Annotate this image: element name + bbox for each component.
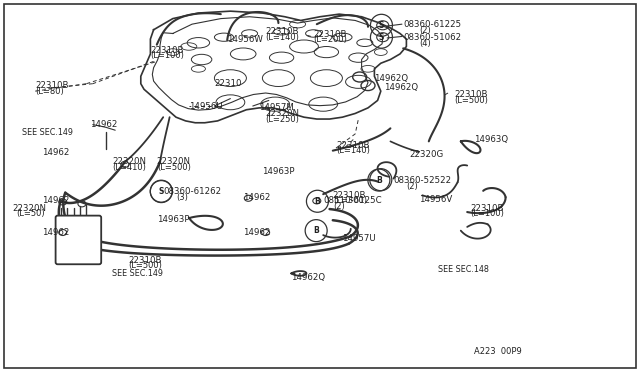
- Text: 08360-61225: 08360-61225: [403, 20, 461, 29]
- Text: 14956U: 14956U: [189, 102, 223, 110]
- Text: 22320G: 22320G: [410, 150, 444, 159]
- Text: S: S: [379, 33, 384, 42]
- Text: B: B: [315, 197, 320, 206]
- Text: (L=50): (L=50): [16, 209, 45, 218]
- Text: (3): (3): [176, 193, 188, 202]
- Text: S: S: [379, 21, 384, 30]
- Text: 08360-51062: 08360-51062: [403, 33, 461, 42]
- Text: 22310B: 22310B: [150, 46, 184, 55]
- Text: 14963Q: 14963Q: [474, 135, 508, 144]
- Text: (2): (2): [419, 26, 431, 35]
- Text: SEE SEC.149: SEE SEC.149: [22, 128, 74, 137]
- Text: 22310B: 22310B: [470, 204, 504, 213]
- Text: 14962: 14962: [243, 193, 271, 202]
- Text: 14957M: 14957M: [259, 103, 294, 112]
- Text: 14962: 14962: [42, 148, 69, 157]
- Text: (4): (4): [419, 39, 431, 48]
- Text: (L=100): (L=100): [150, 51, 184, 60]
- Text: (L=200): (L=200): [314, 35, 348, 44]
- Text: 22310B: 22310B: [454, 90, 488, 99]
- Text: 22310: 22310: [214, 79, 242, 88]
- Text: 22310B: 22310B: [128, 256, 161, 265]
- Text: (L=500): (L=500): [454, 96, 488, 105]
- Text: 08360-61262: 08360-61262: [163, 187, 221, 196]
- Text: (L=140): (L=140): [336, 146, 370, 155]
- Text: (L=140): (L=140): [266, 33, 300, 42]
- Text: 14962: 14962: [42, 228, 69, 237]
- Text: A223  00P9: A223 00P9: [474, 347, 522, 356]
- Text: SEE SEC.149: SEE SEC.149: [112, 269, 163, 278]
- Text: (L=500): (L=500): [128, 262, 162, 270]
- Text: 14962Q: 14962Q: [291, 273, 325, 282]
- Text: (L=250): (L=250): [266, 115, 300, 124]
- Text: B: B: [314, 226, 319, 235]
- Text: 08510-6125C: 08510-6125C: [323, 196, 382, 205]
- Text: 14956V: 14956V: [419, 195, 452, 203]
- Text: 14962: 14962: [90, 120, 117, 129]
- Text: 14963P: 14963P: [262, 167, 295, 176]
- Text: 08360-52522: 08360-52522: [394, 176, 452, 185]
- Text: 22310B: 22310B: [266, 27, 299, 36]
- Text: (L=300): (L=300): [333, 196, 367, 205]
- Text: (L=100): (L=100): [470, 209, 504, 218]
- Text: (L=80): (L=80): [35, 87, 64, 96]
- Text: 14962: 14962: [42, 196, 69, 205]
- Text: 22320N: 22320N: [112, 157, 146, 166]
- Text: B: B: [376, 176, 381, 185]
- Text: 14956W: 14956W: [227, 35, 263, 44]
- Text: 22320N: 22320N: [157, 157, 191, 166]
- Text: 14962Q: 14962Q: [384, 83, 418, 92]
- FancyBboxPatch shape: [56, 216, 101, 264]
- Text: 14962Q: 14962Q: [374, 74, 408, 83]
- Text: 14963P: 14963P: [157, 215, 189, 224]
- Text: S: S: [159, 187, 164, 196]
- Text: (2): (2): [333, 202, 344, 211]
- Text: 22310B: 22310B: [336, 141, 369, 150]
- Text: 22310B: 22310B: [333, 191, 366, 200]
- Text: (L=410): (L=410): [112, 163, 146, 172]
- Text: 14962: 14962: [243, 228, 271, 237]
- Text: 22320N: 22320N: [13, 204, 47, 213]
- Text: 22310B: 22310B: [314, 30, 347, 39]
- Text: (2): (2): [406, 182, 418, 191]
- Text: 22310B: 22310B: [35, 81, 68, 90]
- Text: 14957U: 14957U: [342, 234, 376, 243]
- Text: SEE SEC.148: SEE SEC.148: [438, 265, 489, 274]
- Text: (L=500): (L=500): [157, 163, 191, 172]
- Text: 22320N: 22320N: [266, 109, 300, 118]
- Polygon shape: [141, 11, 406, 123]
